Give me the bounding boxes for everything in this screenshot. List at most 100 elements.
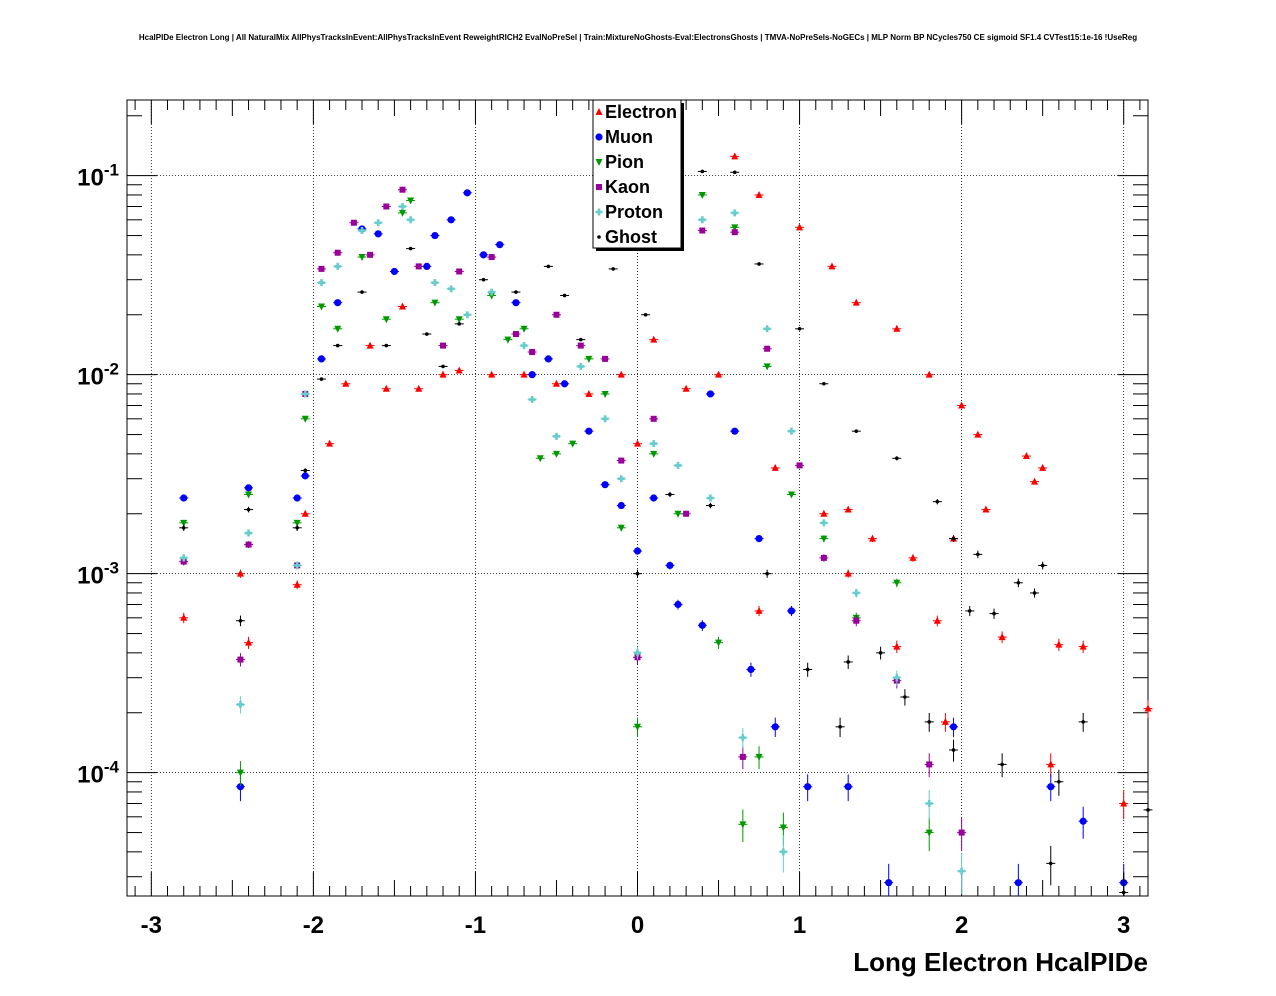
series-proton (179, 202, 967, 894)
muon-marker (787, 607, 796, 615)
muon-marker (601, 481, 609, 489)
muon-marker (666, 561, 674, 570)
electron-marker (998, 633, 1006, 641)
muon-point (673, 599, 683, 610)
ghost-marker (895, 456, 899, 461)
muon-marker (180, 494, 188, 502)
ghost-point (406, 246, 416, 251)
ghost-marker (360, 290, 364, 294)
ghost-marker (976, 552, 980, 557)
electron-marker (909, 553, 917, 561)
ghost-point (843, 655, 853, 669)
proton-point (235, 696, 245, 714)
muon-marker (1047, 783, 1055, 791)
muon-point (730, 427, 740, 435)
ghost-point (608, 267, 618, 271)
electron-point (1119, 790, 1129, 820)
pion-point (738, 809, 748, 843)
ghost-marker (757, 262, 761, 266)
electron-point (649, 335, 659, 343)
pion-marker (301, 415, 309, 423)
ghost-marker (635, 571, 640, 576)
kaon-point (738, 746, 748, 770)
electron-marker (1039, 463, 1047, 471)
ghost-point (949, 535, 959, 543)
electron-point (819, 509, 829, 517)
muon-point (462, 189, 472, 197)
muon-point (527, 371, 537, 379)
ghost-marker (1121, 890, 1126, 895)
pion-marker (617, 524, 625, 532)
electron-marker (982, 505, 990, 513)
electron-point (940, 712, 950, 732)
muon-point (333, 299, 343, 307)
pion-point (924, 817, 934, 852)
pion-point (406, 197, 416, 205)
pion-point (714, 636, 724, 649)
muon-point (422, 262, 432, 270)
ghost-point (511, 290, 521, 294)
proton-point (406, 216, 416, 224)
ghost-marker (967, 609, 972, 613)
proton-point (778, 835, 788, 873)
muon-marker (317, 355, 326, 363)
kaon-point (957, 817, 967, 852)
proton-point (316, 279, 326, 287)
y-tick-base: 10 (77, 762, 104, 789)
electron-marker (301, 509, 309, 517)
pion-marker (180, 519, 188, 527)
y-tick-base: 10 (77, 563, 104, 590)
pion-marker (407, 197, 415, 205)
muon-marker (431, 231, 439, 240)
ghost-marker (408, 246, 413, 251)
ghost-point (835, 717, 845, 738)
electron-marker (293, 580, 301, 588)
muon-point (665, 561, 675, 570)
kaon-marker (926, 761, 933, 768)
kaon-marker (456, 268, 463, 275)
electron-point (1021, 452, 1031, 460)
electron-point (795, 223, 805, 231)
ghost-point (924, 712, 934, 732)
muon-point (389, 267, 399, 276)
kaon-marker (367, 251, 374, 258)
ghost-point (997, 753, 1007, 778)
y-tick-label: 10-3 (77, 559, 119, 590)
legend-marker-proton (595, 208, 603, 216)
electron-marker (180, 613, 188, 621)
kaon-point (924, 753, 934, 778)
ghost-marker (1081, 720, 1085, 724)
proton-marker (552, 432, 560, 440)
ghost-point (179, 524, 189, 531)
pion-marker (585, 355, 593, 363)
muon-point (511, 299, 521, 307)
electron-marker (520, 370, 528, 378)
muon-marker (544, 355, 552, 363)
muon-marker (236, 783, 245, 791)
pion-marker (552, 450, 560, 458)
pion-marker (317, 303, 325, 311)
ghost-marker (838, 725, 842, 729)
legend-marker-electron (595, 108, 603, 115)
ghost-point (900, 689, 910, 706)
kaon-marker (650, 415, 657, 422)
electron-marker (933, 616, 941, 624)
muon-point (430, 231, 440, 240)
ghost-marker (546, 264, 551, 269)
proton-marker (528, 396, 536, 404)
proton-marker (739, 734, 747, 742)
ghost-point (973, 550, 983, 559)
pion-marker (601, 390, 609, 398)
ghost-marker (295, 526, 299, 530)
y-tick-base: 10 (77, 165, 104, 192)
proton-point (649, 440, 659, 448)
proton-point (616, 475, 626, 483)
pion-point (892, 578, 902, 588)
electron-marker (974, 430, 982, 438)
proton-marker (617, 475, 625, 483)
pion-point (535, 455, 545, 463)
proton-point (633, 646, 642, 660)
electron-point (681, 384, 691, 392)
muon-marker (650, 494, 658, 502)
pion-marker (293, 519, 301, 527)
